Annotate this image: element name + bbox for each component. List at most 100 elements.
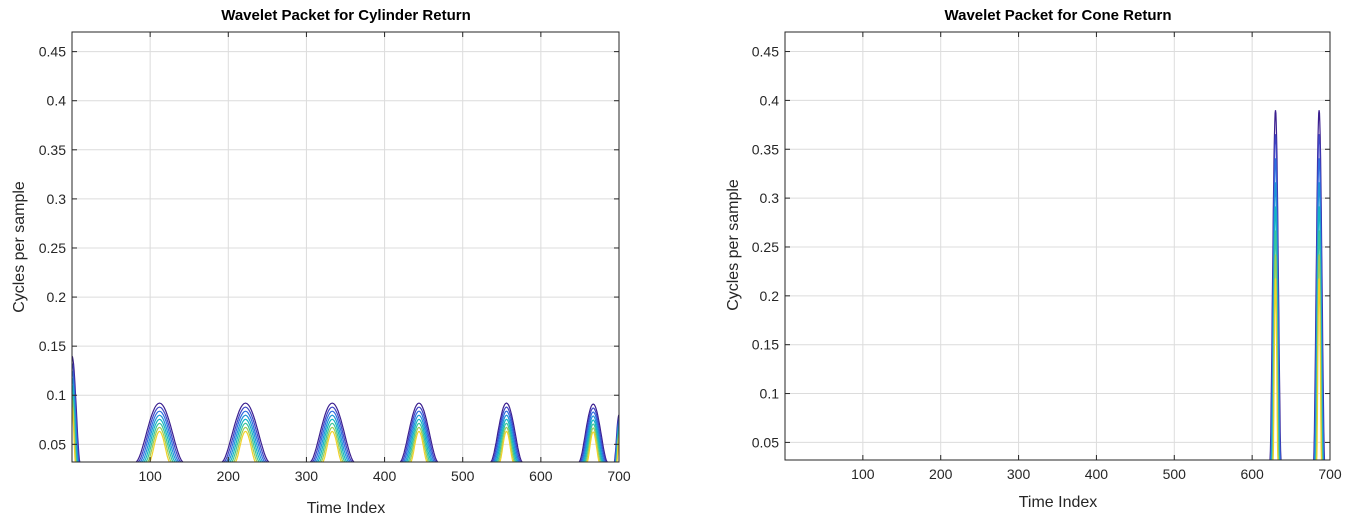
x-tick-label: 700 [1318,466,1342,482]
y-tick-label: 0.3 [47,191,67,207]
contour-line [227,414,264,462]
axis-ticks: 100 200 300 400 500 600 700 0.05 0.1 0.15 0.2 0.25 0… [752,32,1342,482]
contour-line [401,406,437,462]
x-tick-label: 400 [1085,466,1109,482]
plot-area [784,31,1331,461]
contour-line [494,414,519,462]
y-tick-label: 0.2 [47,289,67,305]
contour-line [585,427,601,462]
contour-line [499,430,514,462]
contour-lines [1269,110,1326,460]
contour-line [490,402,523,462]
y-tick-label: 0.2 [760,288,780,304]
contour-line [322,430,343,462]
contour-line [234,430,257,462]
y-tick-label: 0.15 [39,338,66,354]
y-axis-label: Cycles per sample [725,179,742,311]
plot-title: Wavelet Packet for Cone Return [945,7,1172,24]
x-tick-label: 700 [607,468,631,484]
contour-line [145,422,174,462]
y-tick-label: 0.3 [760,190,780,206]
y-tick-label: 0.25 [39,240,66,256]
contour-line [405,418,433,462]
contour-line [578,403,608,462]
x-tick-label: 100 [851,466,875,482]
contour-line [579,407,607,462]
axis-ticks: 100 200 300 400 500 600 700 0.05 0.1 0.15 0.2 0.25 0… [39,32,631,484]
contour-line [586,431,600,462]
contour-line [616,436,619,462]
contour-line [318,422,346,462]
y-tick-label: 0.35 [752,141,779,157]
contour-lines [72,354,619,462]
y-tick-label: 0.4 [47,93,67,109]
x-tick-label: 500 [1163,466,1187,482]
contour-line [72,369,80,462]
y-tick-label: 0.1 [760,386,780,402]
contour-line [582,415,605,462]
contour-line [143,418,176,462]
grid-lines [785,32,1331,460]
contour-line [141,414,178,462]
x-tick-label: 500 [451,468,475,484]
y-tick-label: 0.1 [47,387,67,403]
contour-line [404,414,434,462]
x-axis-label: Time Index [1019,494,1098,511]
contour-line [223,406,268,462]
contour-line [309,402,355,462]
contour-line [583,419,604,462]
contour-line [407,422,431,462]
contour-line [1316,278,1323,460]
y-tick-label: 0.4 [760,92,780,108]
y-tick-label: 0.05 [39,436,66,452]
contour-line [313,410,351,462]
contour-line [496,422,517,462]
contour-line [225,410,266,462]
contour-line [139,410,180,462]
contour-line [410,430,428,462]
contour-line [495,418,518,462]
contour-line [137,406,182,462]
x-tick-label: 300 [1007,466,1031,482]
y-tick-label: 0.05 [752,434,779,450]
x-tick-label: 200 [217,468,241,484]
y-tick-label: 0.25 [752,239,779,255]
contour-line [315,414,350,462]
x-axis-label: Time Index [307,500,386,517]
x-tick-label: 600 [529,468,553,484]
contour-line [231,422,260,462]
contour-line [316,418,348,462]
contour-line [148,430,171,462]
y-tick-label: 0.45 [752,44,779,60]
contour-line [584,423,603,462]
y-axis-label: Cycles per sample [11,181,28,313]
contour-line [497,426,515,462]
plot-area [71,31,620,463]
x-tick-label: 400 [373,468,397,484]
y-tick-label: 0.45 [39,44,66,60]
cylinder-wavelet-packet-plot: Wavelet Packet for Cylinder Return 100 20… [11,7,631,517]
contour-line [491,406,522,462]
contour-line [221,402,270,462]
contour-line [1272,278,1279,460]
contour-line [233,426,258,462]
y-tick-label: 0.15 [752,337,779,353]
cone-wavelet-packet-plot: Wavelet Packet for Cone Return 100 200 300… [725,7,1342,511]
contour-line [311,406,353,462]
contour-line [229,418,262,462]
contour-line [402,410,436,462]
x-tick-label: 300 [295,468,319,484]
contour-line [399,402,439,462]
x-tick-label: 600 [1240,466,1264,482]
contour-line [135,402,184,462]
contour-line [408,426,430,462]
x-tick-label: 100 [138,468,162,484]
plot-title: Wavelet Packet for Cylinder Return [221,7,471,24]
y-tick-label: 0.35 [39,142,66,158]
contour-line [580,411,606,462]
contour-line [492,410,521,462]
grid-lines [72,32,620,462]
x-tick-label: 200 [929,466,953,482]
contour-line [147,426,172,462]
